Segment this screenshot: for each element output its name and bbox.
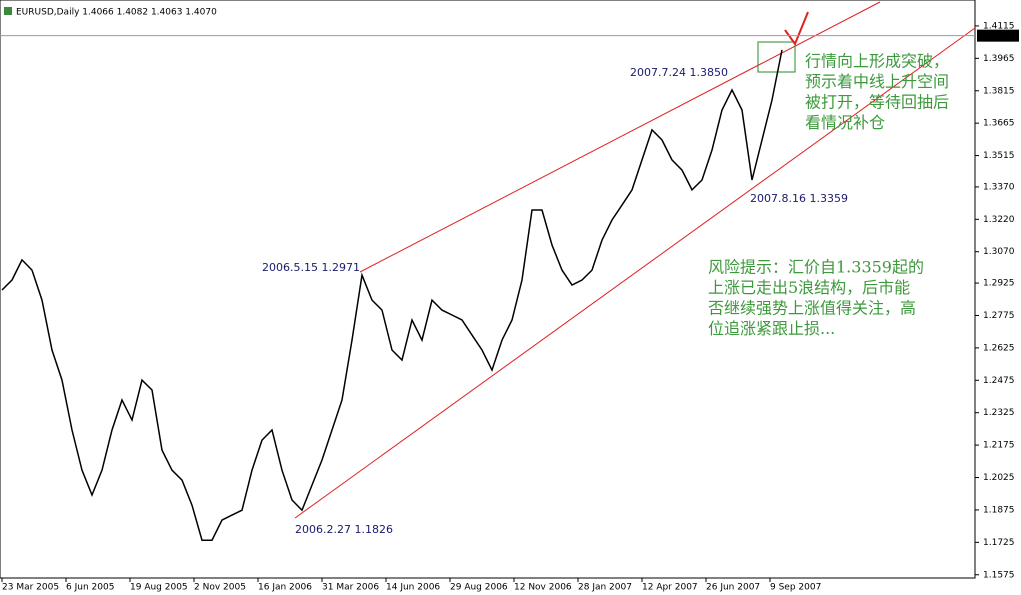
- annotation: 2006.5.15 1.2971: [262, 261, 360, 274]
- x-tick-label: 2 Nov 2005: [194, 583, 246, 593]
- y-tick-label: 1.2625: [983, 343, 1015, 353]
- y-tick-label: 1.3815: [983, 86, 1015, 96]
- symbol-icon: [4, 7, 12, 15]
- price-line: [1, 49, 783, 541]
- comment-text: 行情向上形成突破，: [805, 52, 949, 71]
- y-tick-label: 1.3370: [983, 182, 1015, 192]
- y-tick-label: 1.3220: [983, 215, 1015, 225]
- y-tick-label: 1.3070: [983, 247, 1015, 257]
- comment-text: 风险提示：汇价自1.3359起的: [708, 258, 924, 277]
- x-tick-label: 12 Nov 2006: [514, 583, 572, 593]
- comment-text: 否继续强势上涨值得关注，高: [708, 299, 916, 318]
- current-price-label: 1.4070: [981, 31, 1013, 41]
- y-tick-label: 1.2475: [983, 376, 1015, 386]
- x-tick-label: 6 Jun 2005: [66, 583, 114, 593]
- current-price-box: [977, 29, 1019, 42]
- y-tick-label: 1.2325: [983, 408, 1015, 418]
- y-tick-label: 1.2775: [983, 311, 1015, 321]
- plot-frame: [0, 0, 976, 579]
- x-tick-label: 28 Jan 2007: [578, 583, 632, 593]
- comment-text: 上涨已走出5浪结构，后市能: [708, 278, 910, 297]
- x-tick-label: 9 Sep 2007: [770, 583, 821, 593]
- chart-header: EURUSD,Daily 1.4066 1.4082 1.4063 1.4070: [16, 8, 217, 18]
- y-tick-label: 1.2925: [983, 279, 1015, 289]
- x-tick-label: 31 Mar 2006: [322, 583, 379, 593]
- y-tick-label: 1.1725: [983, 538, 1015, 548]
- x-tick-label: 12 Apr 2007: [642, 583, 698, 593]
- comment-text: 看情况补仓: [805, 113, 885, 132]
- x-tick-label: 29 Aug 2006: [450, 583, 508, 593]
- y-tick-label: 1.3965: [983, 54, 1015, 64]
- comment-text: 被打开，等待回抽后: [805, 93, 949, 112]
- x-tick-label: 16 Jan 2006: [258, 583, 312, 593]
- comment-text: 预示着中线上升空间: [805, 72, 949, 91]
- x-tick-label: 23 Mar 2005: [2, 583, 59, 593]
- annotation: 2006.2.27 1.1826: [295, 523, 393, 536]
- y-tick-label: 1.4115: [983, 21, 1015, 31]
- y-tick-label: 1.2025: [983, 473, 1015, 483]
- breakout-box: [757, 41, 796, 73]
- y-tick-label: 1.2175: [983, 441, 1015, 451]
- upper-trendline: [359, 1, 881, 273]
- y-tick-label: 1.3665: [983, 119, 1015, 129]
- x-tick-label: 26 Jun 2007: [706, 583, 760, 593]
- y-tick-label: 1.1875: [983, 505, 1015, 515]
- lower-trendline: [294, 27, 976, 519]
- annotation: 2007.8.16 1.3359: [750, 192, 848, 205]
- x-tick-label: 19 Aug 2005: [130, 583, 188, 593]
- y-tick-label: 1.3515: [983, 151, 1015, 161]
- annotation: 2007.7.24 1.3850: [630, 66, 728, 79]
- check-mark: [784, 11, 809, 47]
- x-tick-label: 14 Jun 2006: [386, 583, 440, 593]
- y-tick-label: 1.1575: [983, 570, 1015, 580]
- comment-text: 位追涨紧跟止损...: [708, 319, 835, 338]
